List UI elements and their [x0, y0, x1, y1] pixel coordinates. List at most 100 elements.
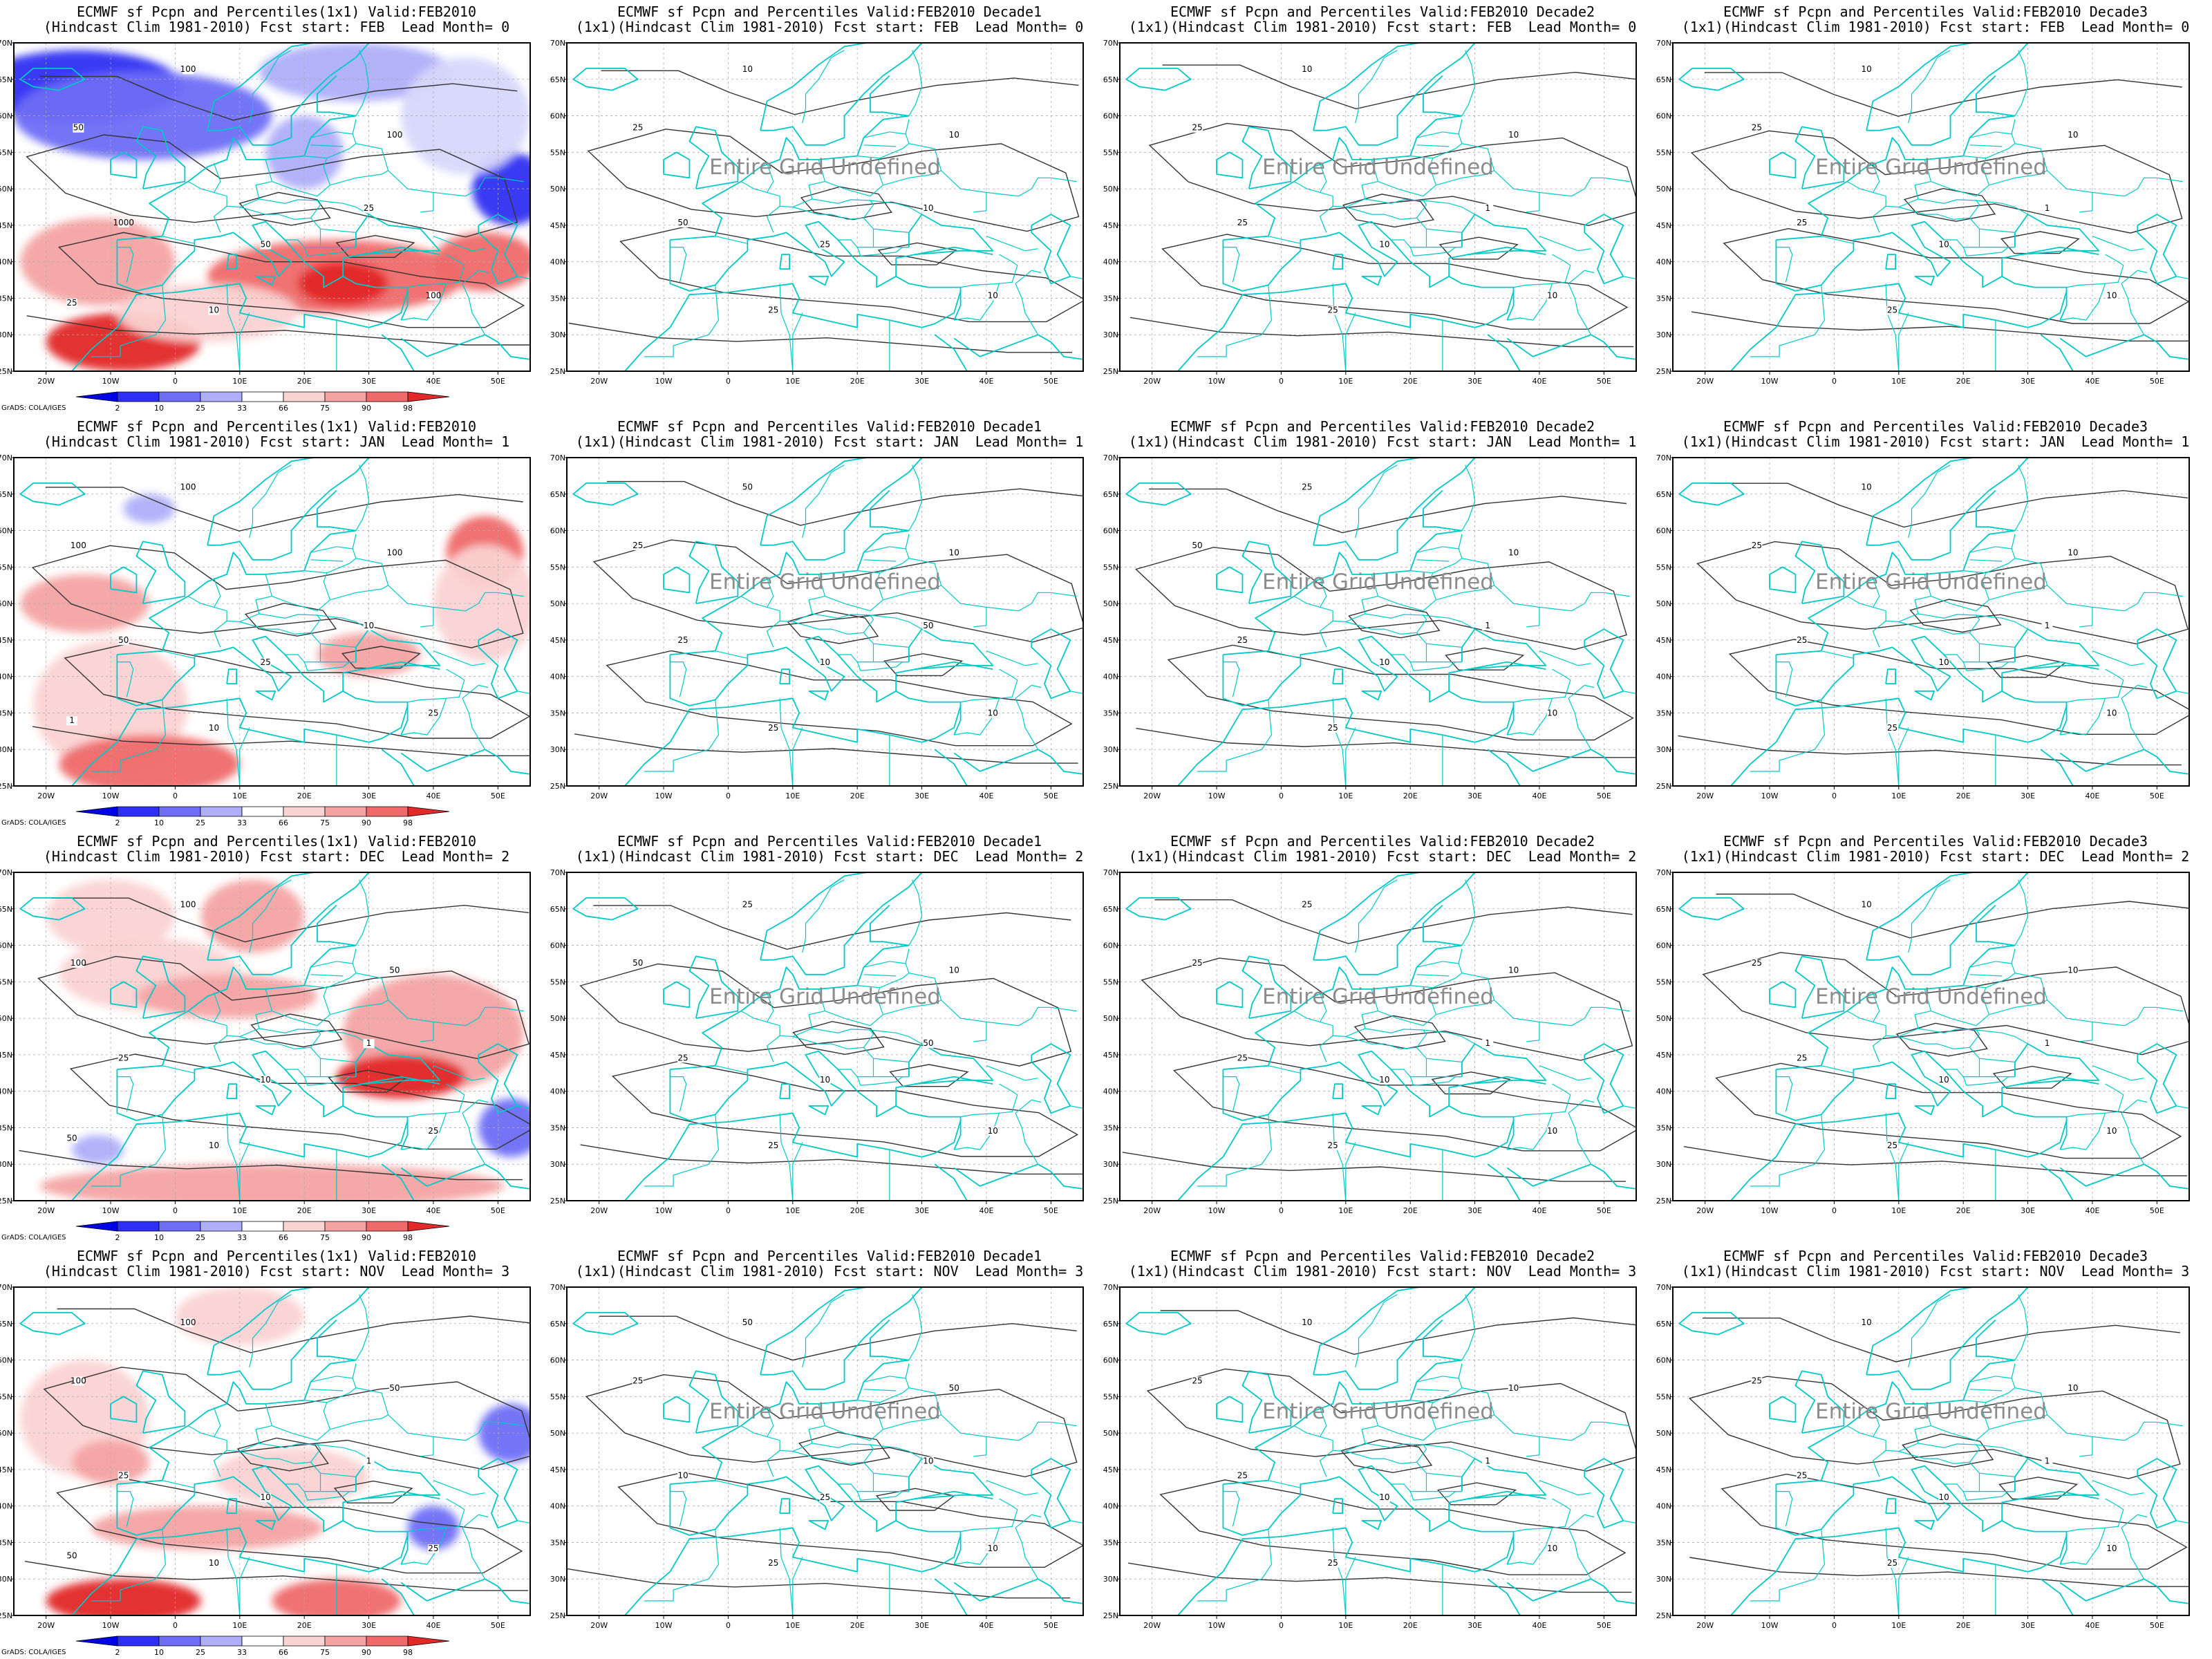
- country-border: [249, 879, 292, 953]
- lat-tick-label: 45N: [1103, 636, 1118, 645]
- country-border: [780, 574, 826, 623]
- lat-tick-label: 40N: [550, 258, 565, 267]
- colorbar: 2 10 25 33 66 75 90 98: [75, 806, 450, 827]
- lat-tick-label: 30N: [0, 330, 12, 339]
- lat-tick-label: 45N: [0, 1051, 12, 1060]
- coastline: [255, 1519, 276, 1530]
- lat-tick-label: 45N: [550, 1051, 565, 1060]
- contour-label: 10: [1379, 1492, 1389, 1502]
- coastline: [1730, 697, 2068, 786]
- country-border: [407, 1498, 465, 1533]
- panel-title: ECMWF sf Pcpn and Percentiles(1x1) Valid…: [77, 3, 476, 20]
- contour-label: 1: [69, 715, 75, 725]
- lon-tick-label: 0: [1832, 1206, 1837, 1215]
- contour-line: [579, 963, 1072, 1067]
- lat-tick-label: 65N: [1103, 75, 1118, 84]
- country-border: [187, 181, 227, 233]
- lat-tick-label: 60N: [0, 1356, 12, 1365]
- coastline: [1730, 1112, 2068, 1201]
- country-border: [117, 247, 134, 283]
- coastline: [400, 1578, 485, 1602]
- lon-tick-label: 30E: [362, 377, 376, 386]
- country-border: [1539, 1065, 1591, 1081]
- country-border: [227, 574, 273, 623]
- country-border: [317, 1029, 369, 1044]
- country-border: [856, 247, 897, 256]
- lon-tick-label: 50E: [1597, 377, 1611, 386]
- country-border: [1989, 1414, 2093, 1457]
- country-border: [1886, 1403, 1932, 1452]
- colorbar-swatch: [200, 1221, 243, 1232]
- lat-tick-label: 25N: [0, 367, 12, 376]
- lat-tick-label: 40N: [1103, 1087, 1118, 1096]
- coastline: [255, 1105, 276, 1116]
- lon-tick-label: 50E: [1044, 1206, 1058, 1215]
- undefined-overlay: Entire Grid Undefined: [1262, 984, 1494, 1009]
- panel-title: ECMWF sf Pcpn and Percentiles Valid:FEB2…: [1170, 833, 1595, 850]
- country-border: [462, 684, 489, 699]
- coastline: [1794, 1370, 1845, 1434]
- map-panel: ECMWF sf Pcpn and Percentiles(1x1) Valid…: [0, 0, 553, 415]
- colorbar-swatch: [366, 1635, 409, 1647]
- coastline: [2001, 1520, 2068, 1565]
- country-border: [1293, 1425, 1333, 1477]
- country-border: [317, 1444, 369, 1459]
- colorbar-swatch: [200, 391, 243, 402]
- coastline: [1678, 1312, 1745, 1335]
- country-border: [1969, 559, 2003, 562]
- coastline: [110, 1396, 138, 1423]
- country-border: [1886, 574, 1932, 623]
- coastline: [1885, 1083, 1896, 1100]
- lon-tick-label: 50E: [491, 791, 505, 800]
- colorbar-label: 75: [320, 818, 330, 827]
- coastline: [1222, 1043, 1547, 1121]
- coastline: [1776, 1319, 2016, 1485]
- country-border: [883, 1414, 987, 1457]
- country-border: [162, 1480, 195, 1488]
- percentile-shading: [433, 232, 530, 291]
- lon-tick-label: 40E: [979, 791, 993, 800]
- contour-line: [328, 1069, 408, 1093]
- lat-tick-label: 35N: [0, 1538, 12, 1547]
- contour-label: 25: [1887, 306, 1897, 315]
- contour-label: 10: [2106, 1126, 2117, 1136]
- country-border: [1355, 879, 1398, 953]
- coastline: [1866, 43, 2029, 146]
- country-border: [1872, 578, 1880, 608]
- coastline: [572, 68, 639, 91]
- coastline: [1468, 1490, 1546, 1499]
- coastline: [1794, 541, 1845, 604]
- contour-label: 10: [2068, 547, 2078, 557]
- lat-tick-label: 55N: [1103, 977, 1118, 986]
- contour-label: 50: [261, 240, 271, 250]
- colorbar-swatch: [200, 806, 243, 817]
- country-border: [310, 144, 344, 147]
- coastline: [953, 1578, 1038, 1602]
- coastline: [485, 1163, 530, 1190]
- lat-tick-label: 40N: [550, 1502, 565, 1511]
- contour-label: 100: [71, 958, 86, 968]
- lon-tick-label: 10E: [785, 1206, 800, 1215]
- contour-line: [619, 226, 1083, 323]
- coastline: [624, 1527, 962, 1615]
- country-border: [863, 974, 897, 977]
- coastline: [663, 566, 691, 594]
- map-panel: ECMWF sf Pcpn and Percentiles Valid:FEB2…: [1103, 830, 1659, 1244]
- coastline: [135, 955, 186, 1019]
- contour-label: 25: [118, 1471, 129, 1481]
- coastline: [1125, 1312, 1192, 1335]
- coastline: [1885, 668, 1896, 685]
- country-border: [1776, 662, 1793, 697]
- contour-label: 25: [1192, 123, 1202, 133]
- contour-label: 1000: [113, 218, 134, 227]
- percentile-shading: [14, 72, 272, 160]
- contour-label: 100: [180, 64, 196, 74]
- contour-label: 10: [949, 966, 959, 975]
- coastline: [669, 1043, 994, 1121]
- map-plot: 25 25 10 25 10 1 25 10 Entire Grid Undefined 20W 1…: [1103, 868, 1637, 1215]
- country-border: [1416, 961, 1459, 968]
- coastline: [2001, 1105, 2068, 1150]
- contour-label: 10: [1379, 1075, 1389, 1085]
- country-border: [1898, 1557, 1909, 1615]
- country-border: [766, 993, 774, 1022]
